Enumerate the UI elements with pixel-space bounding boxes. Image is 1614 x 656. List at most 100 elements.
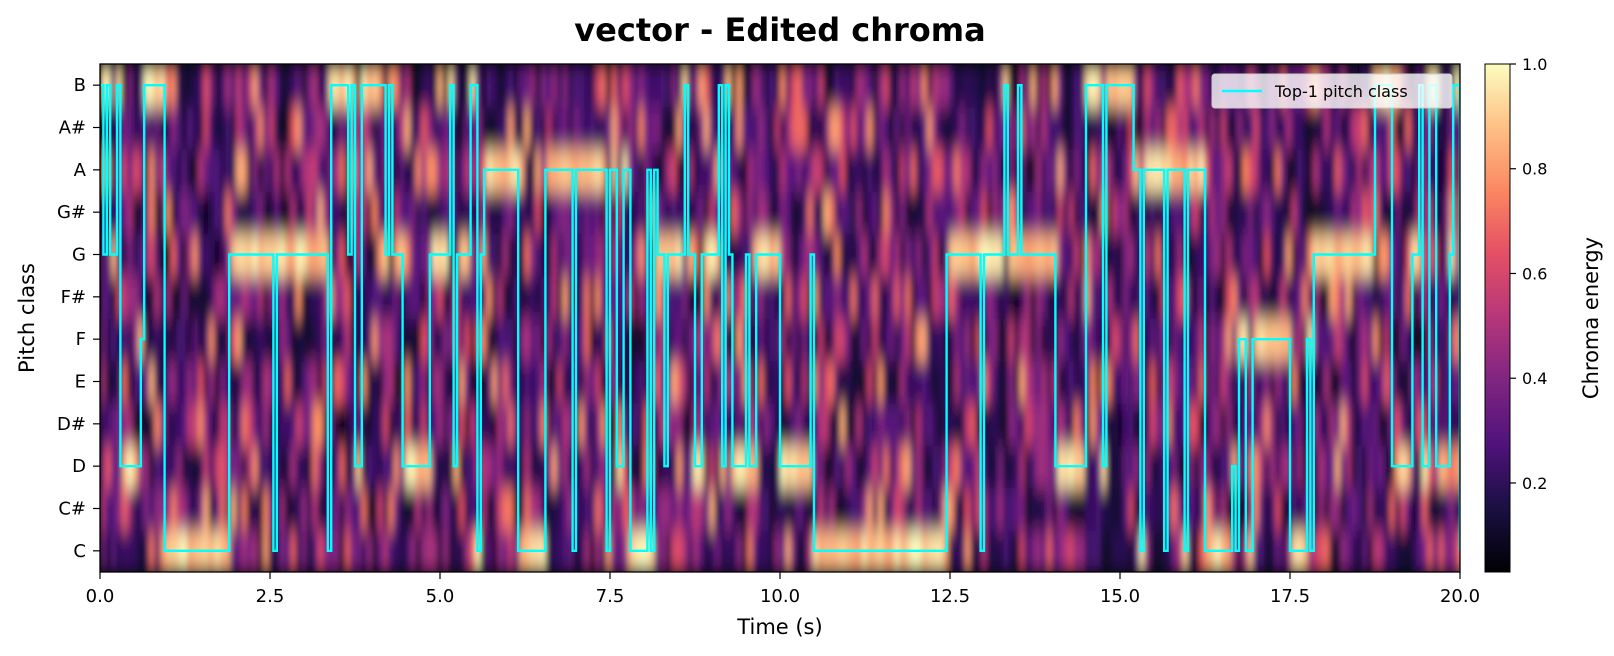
heat-cell [1345,445,1353,489]
heat-cell [1046,106,1053,150]
heat-cell [611,360,618,404]
heat-cell [1062,275,1070,319]
heat-cell [1188,275,1195,319]
heat-cell [774,402,781,446]
heat-cell [437,191,444,235]
heat-cell [372,529,379,572]
heat-cell [763,360,771,404]
heat-cell [1253,402,1260,446]
heat-cell [284,191,292,235]
heat-cell [1122,487,1130,531]
y-axis: CC#DD#EFF#GG#AA#B [57,75,100,562]
heat-cell [725,529,733,572]
heat-cell [687,445,694,489]
heat-cell [344,402,352,446]
heat-cell [426,148,433,192]
heat-cell [197,402,205,446]
heat-cell [1329,402,1336,446]
heat-cell [464,445,471,489]
heat-cell [845,64,852,108]
heat-cell [812,148,820,192]
heat-cell [872,148,879,192]
colorbar-tick-label: 0.8 [1522,160,1547,179]
heat-cell [1003,148,1010,192]
heat-cell [905,402,912,446]
y-tick-label: C [73,541,86,562]
heat-cell [1405,191,1413,235]
heat-cell [388,487,395,531]
heat-cell [1340,529,1347,572]
heat-cell [301,402,308,446]
heat-cell [1367,529,1374,572]
heat-cell [921,275,928,319]
heat-cell [1411,402,1418,446]
heat-cell [491,487,499,531]
heat-cell [633,106,640,150]
heat-cell [567,360,575,404]
heat-cell [192,191,199,235]
heat-cell [796,233,803,277]
heat-cell [1351,445,1358,489]
heat-cell [257,445,265,489]
heat-cell [469,360,477,404]
heat-cell [780,64,787,108]
heat-cell [796,106,803,150]
heat-cell [127,487,134,531]
heat-cell [1144,275,1151,319]
heat-cell [1438,529,1445,572]
heat-cell [420,106,428,150]
heat-cell [491,233,499,277]
heat-cell [1100,487,1108,531]
heat-cell [1149,360,1157,404]
heat-cell [268,487,276,531]
heat-cell [1324,191,1331,235]
heat-cell [415,402,422,446]
heat-cell [1215,487,1222,531]
heat-cell [241,275,248,319]
heat-cell [1177,106,1184,150]
heat-cell [1106,487,1113,531]
heat-cell [301,191,308,235]
heat-cell [1449,487,1456,531]
heat-cell [948,275,956,319]
heat-cell [1041,402,1048,446]
heat-cell [252,529,259,572]
heat-cell [225,191,232,235]
heat-cell [1280,191,1287,235]
heat-cell [214,402,221,446]
heat-cell [975,318,983,362]
heat-cell [1117,318,1124,362]
heat-cell [1351,360,1358,404]
heat-cell [1073,148,1081,192]
heat-cell [1247,233,1255,277]
heat-cell [888,487,896,531]
heat-cell [682,445,689,489]
heat-cell [556,275,564,319]
heat-cell [410,106,417,150]
heat-cell [1405,148,1413,192]
heat-cell [312,191,319,235]
heat-cell [932,445,939,489]
heat-cell [1362,148,1369,192]
heat-cell [1019,529,1026,572]
heat-cell [790,148,798,192]
heat-cell [431,445,439,489]
heat-cell [1258,529,1266,572]
heat-cell [257,275,265,319]
heat-cell [671,148,678,192]
heat-cell [937,445,945,489]
heat-cell [1117,233,1124,277]
heat-cell [1421,191,1429,235]
heat-cell [595,445,602,489]
heat-cell [1247,275,1255,319]
heat-cell [148,445,156,489]
heat-cell [551,64,558,108]
heat-cell [203,148,210,192]
heat-cell [219,275,227,319]
heat-cell [943,106,950,150]
heat-cell [926,445,934,489]
heat-cell [453,64,461,108]
heat-cell [796,360,803,404]
heat-cell [540,191,548,235]
heat-cell [1117,148,1124,192]
